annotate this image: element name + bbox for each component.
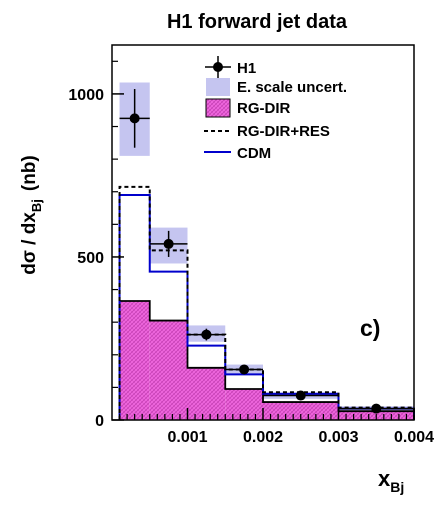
h1-point-4 (295, 390, 306, 401)
chart-title: H1 forward jet data (167, 11, 348, 33)
y-axis-label-unit: (nb) (19, 155, 40, 191)
rg-dir-layer (118, 300, 415, 420)
legend: H1 E. scale uncert. RG-DIR RG-DIR+RES CD… (204, 56, 347, 162)
y-tick-label-1: 500 (77, 250, 104, 267)
x-axis-label: xBj (378, 466, 404, 495)
y-axis-label-main: dσ / dx (19, 212, 40, 275)
h1-point-3 (239, 364, 250, 375)
legend-escale-swatch (206, 78, 230, 96)
axis-ticks-layer: 0 500 1000 0.001 0.002 0.003 0.004 (68, 60, 434, 446)
rg-dir-res-line (118, 185, 415, 420)
rg-dir-bar-0 (119, 300, 150, 420)
legend-label-cdm: CDM (237, 145, 271, 162)
y-axis-label: dσ / dxBj (nb) (19, 155, 44, 275)
rg-dir-bar-1 (149, 320, 188, 420)
x-tick-label-2: 0.003 (318, 429, 358, 446)
h1-point-0 (129, 113, 140, 124)
panel-label: c) (360, 315, 380, 341)
legend-label-rgdir-res: RG-DIR+RES (237, 123, 330, 140)
data-points-layer (119, 89, 414, 414)
h1-point-2 (201, 329, 212, 340)
legend-label-h1: H1 (237, 60, 256, 77)
y-tick-label-2: 1000 (68, 87, 104, 104)
y-tick-label-0: 0 (95, 413, 104, 430)
model-lines-layer (118, 185, 415, 420)
legend-label-rgdir: RG-DIR (237, 100, 290, 117)
rg-dir-bar-2 (187, 367, 226, 420)
legend-rgdir-swatch (205, 98, 231, 118)
y-axis-label-sub: Bj (29, 199, 44, 212)
x-tick-label-0: 0.001 (167, 429, 207, 446)
h1-point-1 (163, 238, 174, 249)
rg-dir-bar-4 (263, 402, 339, 420)
legend-label-escale: E. scale uncert. (237, 79, 347, 96)
x-tick-label-1: 0.002 (243, 429, 283, 446)
x-axis-label-sub: Bj (390, 479, 404, 495)
h1-point-5 (371, 403, 382, 414)
rg-dir-bar-3 (225, 389, 263, 420)
x-axis-label-main: x (378, 466, 391, 491)
legend-h1-marker (213, 62, 223, 72)
x-tick-label-3: 0.004 (394, 429, 434, 446)
